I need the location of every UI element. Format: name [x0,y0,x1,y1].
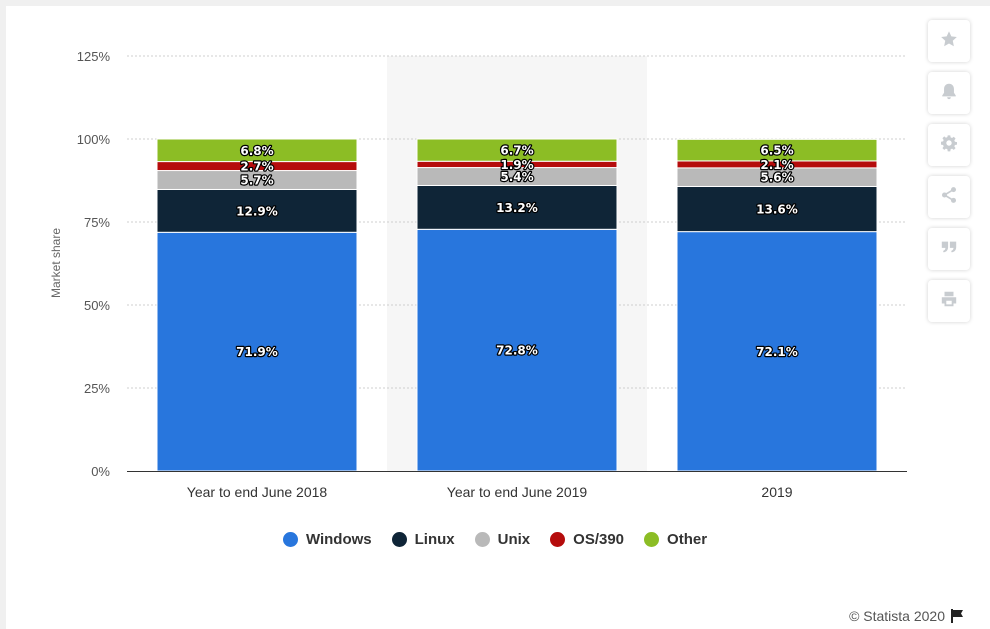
data-label: 2.1% [760,158,793,172]
x-category-label: 2019 [761,484,792,500]
y-axis-label: Market share [49,228,63,298]
data-label: 2.7% [240,160,273,174]
y-tick-label: 25% [84,381,110,396]
bar-segment [676,185,878,233]
legend-item[interactable]: Unix [474,531,531,548]
y-tick-label: 75% [84,215,110,230]
settings-button[interactable] [928,124,970,166]
legend-swatch [644,532,660,547]
statista-credit[interactable]: © Statista 2020 [849,608,964,624]
data-label: 13.2% [496,201,538,215]
credit-text: © Statista 2020 [849,608,945,624]
gear-icon [940,134,958,157]
legend-item[interactable]: OS/390 [550,531,624,548]
y-tick-label: 125% [77,49,111,64]
legend-swatch [282,532,298,547]
bar-segment [416,228,618,472]
data-label: 5.6% [760,171,793,185]
bar-segment [676,138,878,162]
data-label: 6.8% [240,144,273,158]
legend-item[interactable]: Windows [282,531,372,548]
x-category-label: Year to end June 2019 [447,484,588,500]
bar-segment [156,188,358,233]
share-button[interactable] [928,176,970,218]
data-label: 5.4% [500,170,533,184]
y-tick-label: 50% [84,298,110,313]
bar-segment [156,138,358,163]
print-icon [940,290,958,313]
legend-label: Windows [305,531,372,548]
legend-item[interactable]: Other [644,531,707,548]
y-tick-label: 0% [91,464,110,479]
legend-label: OS/390 [573,531,625,548]
legend-label: Unix [497,531,531,548]
data-label: 71.9% [236,345,278,359]
legend-label: Other [667,531,708,548]
quote-icon [940,238,958,261]
bar-segment [416,138,618,162]
bar-segment [676,231,878,472]
data-label: 1.9% [500,158,533,172]
data-label: 5.7% [240,174,273,188]
data-label: 13.6% [756,203,798,217]
data-label: 72.1% [756,345,798,359]
x-category-label: Year to end June 2018 [187,484,328,500]
legend-label: Linux [414,531,455,548]
legend-item[interactable]: Linux [391,531,455,548]
print-button[interactable] [928,280,970,322]
bell-icon [940,82,958,105]
legend-swatch [550,532,566,547]
data-label: 12.9% [236,204,278,218]
legend-swatch [391,532,407,547]
y-tick-label: 100% [77,132,111,147]
notification-button[interactable] [928,72,970,114]
cite-button[interactable] [928,228,970,270]
star-icon [940,30,958,53]
data-label: 72.8% [496,344,538,358]
data-label: 6.7% [500,144,533,158]
legend: Windows Linux Unix OS/390 Other [0,531,990,548]
bar-segment [156,231,358,472]
flag-icon [951,609,964,623]
share-icon [940,186,958,209]
toolbar [928,20,970,322]
bar-segment [416,184,618,230]
data-label: 6.5% [760,144,793,158]
favorite-button[interactable] [928,20,970,62]
legend-swatch [474,532,490,547]
